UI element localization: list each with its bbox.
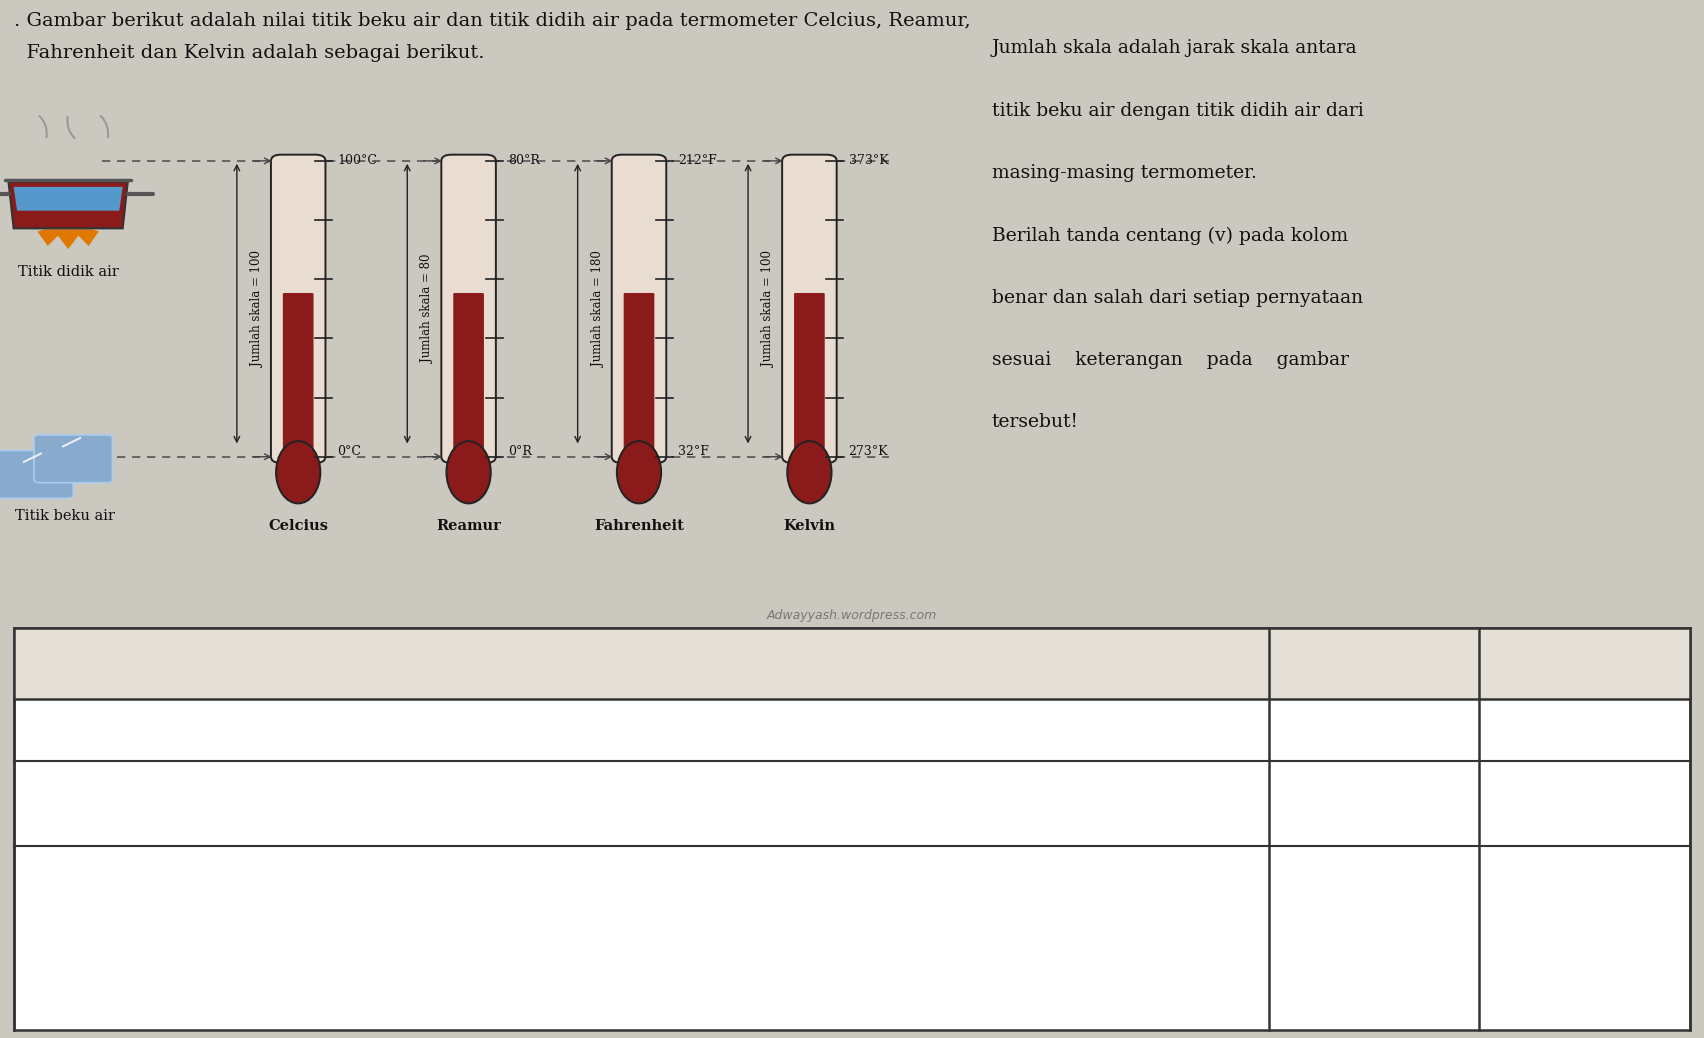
FancyBboxPatch shape [441, 155, 496, 463]
Text: Benar: Benar [1346, 654, 1402, 673]
FancyBboxPatch shape [283, 293, 314, 456]
Text: Perbandingan skala termometer celcius dan reamur adalah 5 : 4: Perbandingan skala termometer celcius da… [31, 711, 622, 729]
FancyBboxPatch shape [782, 155, 837, 463]
Text: . Gambar berikut adalah nilai titik beku air dan titik didih air pada termometer: . Gambar berikut adalah nilai titik beku… [14, 12, 970, 30]
FancyBboxPatch shape [624, 293, 654, 456]
Text: 80°R: 80°R [508, 155, 540, 167]
Text: Jumlah skala = 100: Jumlah skala = 100 [250, 251, 264, 366]
Ellipse shape [617, 441, 661, 503]
Text: 373°K: 373°K [849, 155, 888, 167]
FancyBboxPatch shape [14, 628, 1690, 1030]
Text: Kelvin: Kelvin [784, 519, 835, 532]
Text: Reamur: Reamur [436, 519, 501, 532]
Text: titik beku air dengan titik didih air dari: titik beku air dengan titik didih air da… [992, 102, 1363, 119]
Polygon shape [9, 182, 128, 228]
Text: 100°C: 100°C [337, 155, 377, 167]
Ellipse shape [787, 441, 832, 503]
Ellipse shape [446, 441, 491, 503]
Text: Jumlah skala = 180: Jumlah skala = 180 [591, 251, 605, 366]
Polygon shape [37, 229, 99, 249]
Text: Suatu termometer X mengukur suhu es mencair pada −10 X dan suhu
air mendidih pad: Suatu termometer X mengukur suhu es menc… [31, 856, 699, 954]
Text: 212°F: 212°F [678, 155, 717, 167]
Text: Fahrenheit dan Kelvin adalah sebagai berikut.: Fahrenheit dan Kelvin adalah sebagai ber… [14, 44, 484, 61]
Text: 0°R: 0°R [508, 445, 532, 458]
FancyBboxPatch shape [453, 293, 484, 456]
Text: Jumlah skala adalah jarak skala antara: Jumlah skala adalah jarak skala antara [992, 39, 1358, 57]
Text: Celcius: Celcius [268, 519, 329, 532]
Text: benar dan salah dari setiap pernyataan: benar dan salah dari setiap pernyataan [992, 289, 1363, 306]
Text: sesuai    keterangan    pada    gambar: sesuai keterangan pada gambar [992, 351, 1350, 368]
Text: Pernyataan: Pernyataan [588, 654, 695, 673]
Text: 32°F: 32°F [678, 445, 709, 458]
Text: tersebut!: tersebut! [992, 413, 1079, 431]
FancyBboxPatch shape [14, 628, 1690, 699]
Text: 273°K: 273°K [849, 445, 888, 458]
Text: Air yang mendidih dapat diukur menggunakan termometer Celcius,
Reamur dan Fahren: Air yang mendidih dapat diukur menggunak… [31, 771, 653, 816]
Text: 0°C: 0°C [337, 445, 361, 458]
Text: masing-masing termometer.: masing-masing termometer. [992, 164, 1256, 182]
Text: Jumlah skala = 100: Jumlah skala = 100 [762, 251, 775, 366]
FancyBboxPatch shape [271, 155, 325, 463]
Text: Titik beku air: Titik beku air [15, 509, 114, 522]
Text: Jumlah skala = 80: Jumlah skala = 80 [421, 254, 435, 363]
Text: Titik didik air: Titik didik air [17, 265, 119, 278]
Text: Salah: Salah [1559, 654, 1610, 673]
FancyBboxPatch shape [0, 450, 73, 498]
Text: Adwayyash.wordpress.com: Adwayyash.wordpress.com [767, 609, 937, 623]
Text: Berilah tanda centang (v) pada kolom: Berilah tanda centang (v) pada kolom [992, 226, 1348, 245]
Ellipse shape [276, 441, 320, 503]
FancyBboxPatch shape [34, 435, 112, 483]
FancyBboxPatch shape [612, 155, 666, 463]
Text: Fahrenheit: Fahrenheit [595, 519, 683, 532]
Polygon shape [14, 187, 123, 211]
FancyBboxPatch shape [794, 293, 825, 456]
